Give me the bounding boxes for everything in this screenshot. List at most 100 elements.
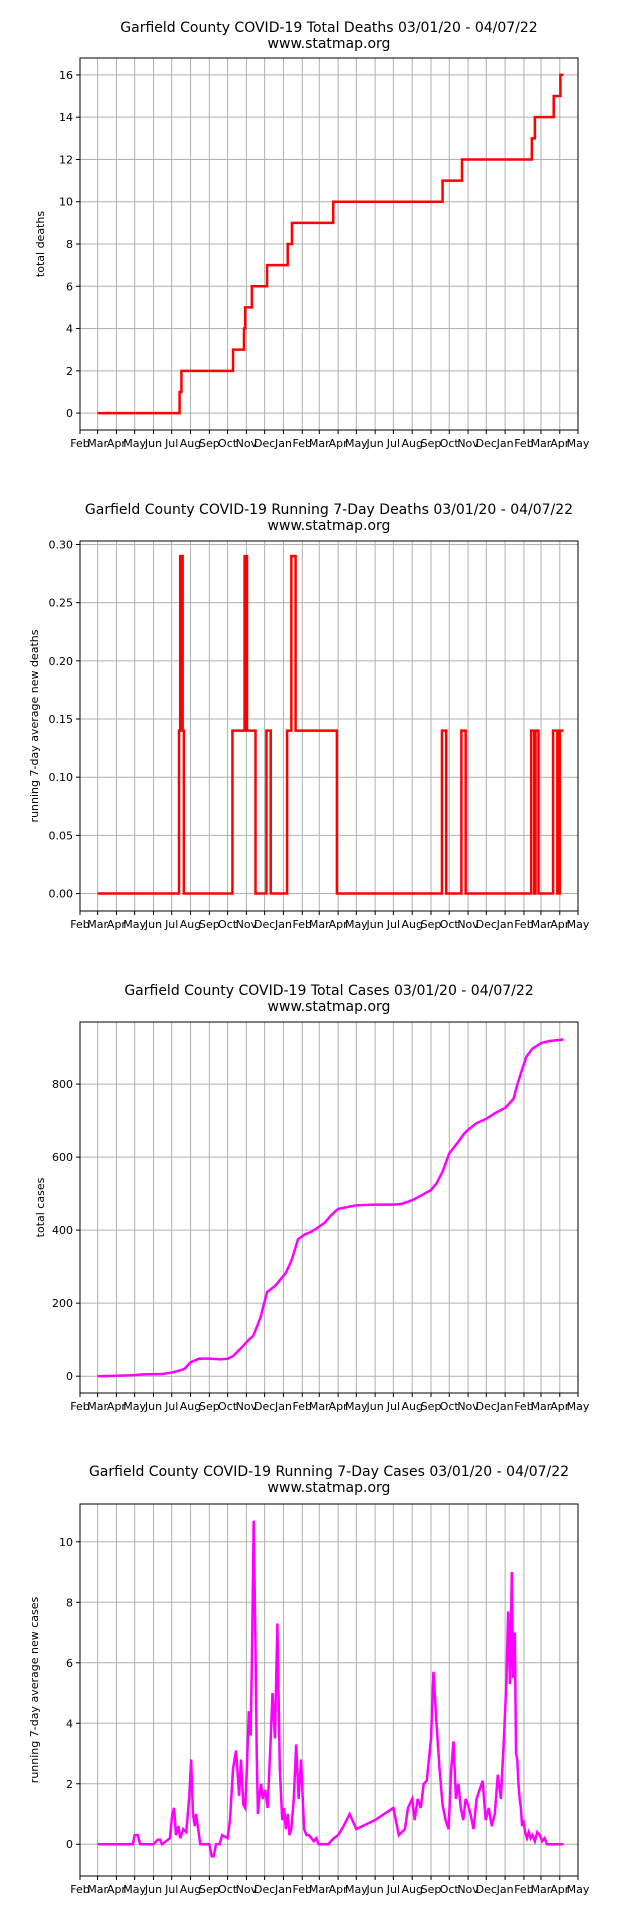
x-tick-label: Oct xyxy=(440,1400,460,1413)
x-tick-label: Mar xyxy=(87,918,108,931)
y-tick-label: 16 xyxy=(59,69,73,82)
x-tick-label: May xyxy=(345,1883,368,1896)
x-tick-label: Jun xyxy=(366,1883,384,1896)
x-tick-label: Jun xyxy=(144,437,162,450)
y-tick-label: 0.30 xyxy=(49,538,74,551)
x-tick-label: Jan xyxy=(274,918,292,931)
x-tick-label: May xyxy=(123,1400,146,1413)
x-tick-label: Jun xyxy=(144,918,162,931)
x-tick-label: May xyxy=(567,437,590,450)
x-tick-label: Jul xyxy=(386,1883,400,1896)
x-tick-label: Oct xyxy=(218,1883,238,1896)
x-tick-label: May xyxy=(567,918,590,931)
x-tick-label: Oct xyxy=(218,918,238,931)
plot-frame xyxy=(79,1021,579,1394)
x-tick-label: Jun xyxy=(144,1883,162,1896)
x-tick-label: Nov xyxy=(236,437,258,450)
x-tick-label: Mar xyxy=(531,918,552,931)
x-tick-label: Dec xyxy=(254,918,275,931)
x-tick-label: Oct xyxy=(440,437,460,450)
x-tick-label: Mar xyxy=(531,437,552,450)
x-tick-label: Feb xyxy=(293,1883,312,1896)
x-tick-label: Jul xyxy=(386,437,400,450)
y-tick-label: 0.20 xyxy=(49,655,74,668)
y-tick-label: 2 xyxy=(66,365,73,378)
x-tick-label: May xyxy=(345,1400,368,1413)
chart-title: Garfield County COVID-19 Total Cases 03/… xyxy=(124,983,533,999)
x-tick-label: Jan xyxy=(274,1883,292,1896)
x-tick-label: Aug xyxy=(401,437,422,450)
x-tick-label: Nov xyxy=(236,918,258,931)
x-tick-label: Sep xyxy=(421,918,442,931)
chart-title: Garfield County COVID-19 Total Deaths 03… xyxy=(120,20,537,36)
chart-subtitle: www.statmap.org xyxy=(268,518,391,534)
x-tick-label: Nov xyxy=(236,1400,258,1413)
x-tick-label: Jul xyxy=(164,918,178,931)
x-tick-label: Dec xyxy=(254,1400,275,1413)
x-tick-label: Mar xyxy=(87,1883,108,1896)
chart-3: Garfield County COVID-19 Total Cases 03/… xyxy=(34,983,590,1413)
x-tick-label: Nov xyxy=(457,918,479,931)
x-tick-label: Feb xyxy=(514,1883,533,1896)
chart-title: Garfield County COVID-19 Running 7-Day C… xyxy=(89,1464,569,1480)
y-tick-label: 0.25 xyxy=(49,597,74,610)
x-tick-label: Apr xyxy=(329,918,349,931)
y-tick-label: 2 xyxy=(66,1778,73,1791)
y-tick-label: 10 xyxy=(59,196,73,209)
x-tick-label: Apr xyxy=(107,437,127,450)
x-tick-label: Feb xyxy=(514,918,533,931)
x-tick-label: Apr xyxy=(550,1883,570,1896)
x-tick-label: Apr xyxy=(107,918,127,931)
y-tick-label: 0.10 xyxy=(49,771,74,784)
y-tick-label: 8 xyxy=(66,1596,73,1609)
x-tick-label: Jan xyxy=(274,437,292,450)
x-tick-label: Feb xyxy=(70,437,89,450)
x-tick-label: Apr xyxy=(107,1400,127,1413)
x-tick-label: Aug xyxy=(180,437,201,450)
y-tick-label: 12 xyxy=(59,153,73,166)
x-tick-label: Aug xyxy=(180,918,201,931)
x-tick-label: Nov xyxy=(236,1883,258,1896)
y-tick-label: 0.00 xyxy=(49,888,74,901)
x-tick-label: Mar xyxy=(87,437,108,450)
x-tick-label: Mar xyxy=(87,1400,108,1413)
plot-frame xyxy=(79,540,579,912)
x-tick-label: Mar xyxy=(309,1883,330,1896)
x-tick-label: Jul xyxy=(164,1883,178,1896)
y-tick-label: 6 xyxy=(66,280,73,293)
x-tick-label: Feb xyxy=(293,437,312,450)
y-axis-label: total cases xyxy=(34,1177,47,1237)
x-tick-label: May xyxy=(123,1883,146,1896)
chart-subtitle: www.statmap.org xyxy=(268,36,391,52)
x-tick-label: Sep xyxy=(421,437,442,450)
x-tick-label: Sep xyxy=(199,918,220,931)
y-tick-label: 10 xyxy=(59,1536,73,1549)
x-tick-label: Jun xyxy=(144,1400,162,1413)
y-tick-label: 600 xyxy=(52,1151,73,1164)
x-tick-label: Feb xyxy=(514,1400,533,1413)
chart-4: Garfield County COVID-19 Running 7-Day C… xyxy=(28,1464,590,1896)
plot-frame xyxy=(79,57,579,431)
x-tick-label: Feb xyxy=(70,1400,89,1413)
x-tick-label: Aug xyxy=(401,918,422,931)
y-tick-label: 400 xyxy=(52,1224,73,1237)
x-tick-label: Jun xyxy=(366,918,384,931)
chart-subtitle: www.statmap.org xyxy=(268,999,391,1015)
x-tick-label: May xyxy=(567,1883,590,1896)
y-tick-label: 0.05 xyxy=(49,829,74,842)
y-tick-label: 6 xyxy=(66,1657,73,1670)
x-tick-label: Dec xyxy=(254,437,275,450)
x-tick-label: Apr xyxy=(329,1883,349,1896)
x-tick-label: Nov xyxy=(457,437,479,450)
plot-frame xyxy=(79,1503,579,1877)
x-tick-label: Apr xyxy=(107,1883,127,1896)
x-tick-label: Aug xyxy=(401,1400,422,1413)
x-tick-label: Jul xyxy=(164,1400,178,1413)
x-tick-label: Sep xyxy=(421,1883,442,1896)
x-tick-label: Sep xyxy=(421,1400,442,1413)
chart-1: Garfield County COVID-19 Total Deaths 03… xyxy=(34,20,590,450)
x-tick-label: Feb xyxy=(293,1400,312,1413)
x-tick-label: Oct xyxy=(218,1400,238,1413)
x-tick-label: Mar xyxy=(309,918,330,931)
x-tick-label: May xyxy=(345,437,368,450)
